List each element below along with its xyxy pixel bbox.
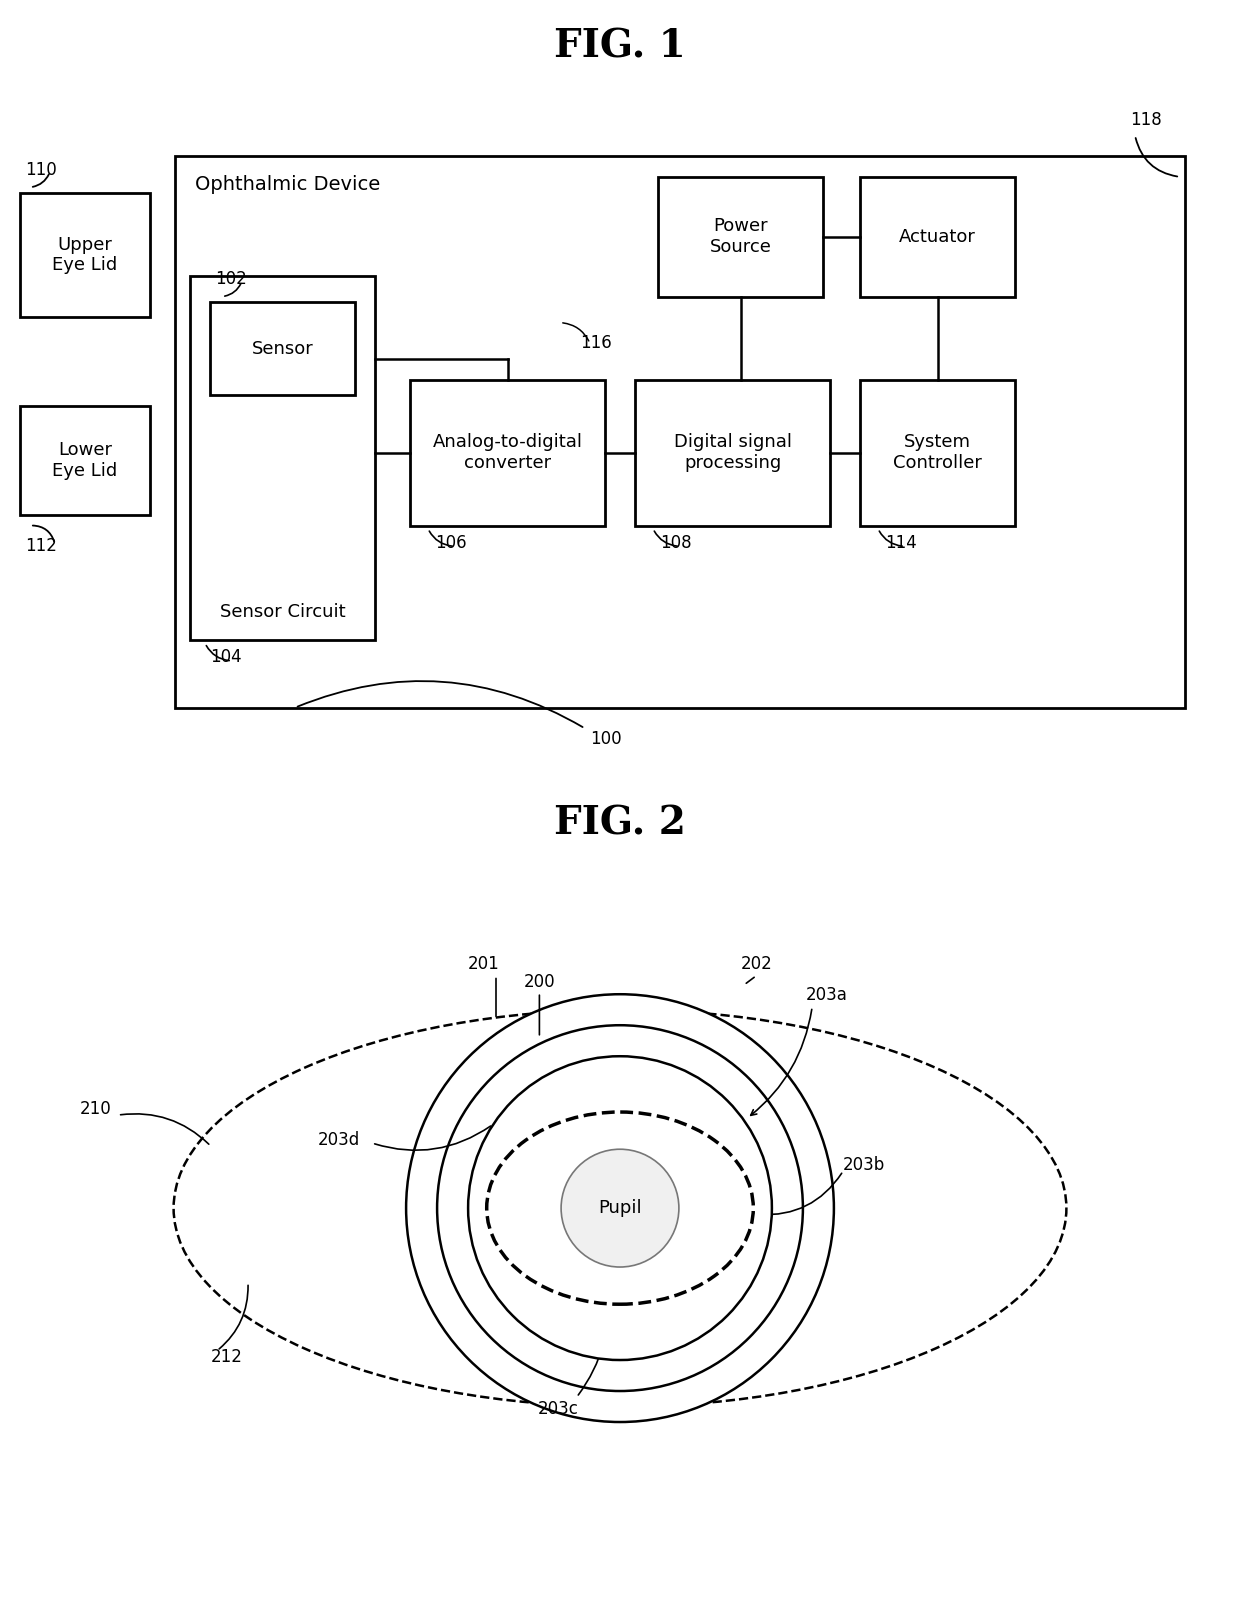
Text: 203d: 203d xyxy=(317,1132,360,1149)
Text: 114: 114 xyxy=(885,534,916,552)
Circle shape xyxy=(560,1149,680,1266)
FancyBboxPatch shape xyxy=(175,156,1185,708)
FancyBboxPatch shape xyxy=(190,276,374,640)
FancyBboxPatch shape xyxy=(20,406,150,515)
Circle shape xyxy=(467,1056,771,1359)
Text: 210: 210 xyxy=(79,1099,112,1119)
Text: Digital signal
processing: Digital signal processing xyxy=(673,433,791,472)
Text: 203b: 203b xyxy=(843,1156,885,1173)
Text: Actuator: Actuator xyxy=(899,228,976,246)
Text: 110: 110 xyxy=(25,160,57,178)
FancyBboxPatch shape xyxy=(635,380,830,525)
Text: Power
Source: Power Source xyxy=(709,217,771,257)
Text: Analog-to-digital
converter: Analog-to-digital converter xyxy=(433,433,583,472)
Text: 106: 106 xyxy=(435,534,466,552)
Text: 201: 201 xyxy=(467,955,500,973)
FancyBboxPatch shape xyxy=(210,302,355,395)
Text: 104: 104 xyxy=(210,648,242,666)
Text: 112: 112 xyxy=(25,538,57,555)
Text: 116: 116 xyxy=(580,334,611,353)
Text: 100: 100 xyxy=(590,730,621,748)
Text: 212: 212 xyxy=(211,1348,243,1366)
Ellipse shape xyxy=(174,1010,1066,1406)
Text: Pupil: Pupil xyxy=(598,1199,642,1217)
Text: Sensor Circuit: Sensor Circuit xyxy=(219,603,345,621)
FancyBboxPatch shape xyxy=(861,177,1016,297)
FancyBboxPatch shape xyxy=(20,193,150,318)
Circle shape xyxy=(438,1026,804,1392)
FancyBboxPatch shape xyxy=(410,380,605,525)
Text: Ophthalmic Device: Ophthalmic Device xyxy=(195,175,381,194)
Text: 203c: 203c xyxy=(538,1400,578,1419)
Text: 202: 202 xyxy=(740,955,773,973)
Text: FIG. 2: FIG. 2 xyxy=(554,804,686,843)
FancyBboxPatch shape xyxy=(861,380,1016,525)
Text: 200: 200 xyxy=(523,973,556,992)
Text: 102: 102 xyxy=(215,270,247,287)
Text: 108: 108 xyxy=(660,534,692,552)
Text: Sensor: Sensor xyxy=(252,340,314,358)
Text: System
Controller: System Controller xyxy=(893,433,982,472)
Text: Lower
Eye Lid: Lower Eye Lid xyxy=(52,441,118,480)
Text: 203a: 203a xyxy=(806,985,848,1003)
Text: FIG. 1: FIG. 1 xyxy=(554,27,686,66)
FancyBboxPatch shape xyxy=(658,177,823,297)
Circle shape xyxy=(405,993,833,1422)
Text: Upper
Eye Lid: Upper Eye Lid xyxy=(52,236,118,274)
Text: 118: 118 xyxy=(1130,111,1162,128)
